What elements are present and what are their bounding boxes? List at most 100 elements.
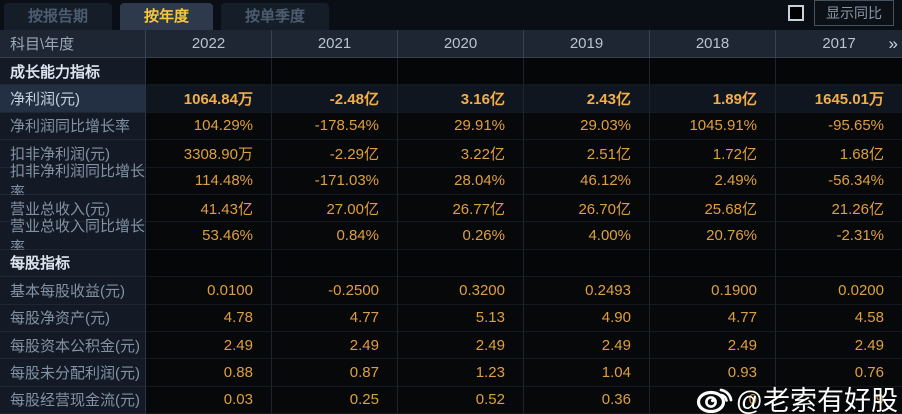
value-cell <box>650 58 776 86</box>
value-cell: 5.13 <box>398 304 524 332</box>
year-header-2020: 2020 <box>398 30 524 57</box>
value-cell: 0.76 <box>776 359 902 387</box>
value-cell: 0.84% <box>272 222 398 250</box>
table-row[interactable]: 每股资本公积金(元) 2.49 2.49 2.49 2.49 2.49 2.49 <box>0 331 902 360</box>
value-cell <box>398 249 524 278</box>
value-cell: 0.0200 <box>776 277 902 305</box>
value-cell <box>272 249 398 278</box>
value-cell: 2.51亿 <box>524 140 650 168</box>
table-row[interactable]: 营业总收入(元) 41.43亿 27.00亿 26.77亿 26.70亿 25.68亿 21… <box>0 194 902 223</box>
value-cell: 104.29% <box>146 112 272 141</box>
value-cell: 0.52 <box>398 386 524 414</box>
value-cell: 20.76% <box>650 222 776 250</box>
value-cell: 2.49 <box>524 331 650 360</box>
value-cell <box>398 58 524 86</box>
value-cell: 26.77亿 <box>398 194 524 223</box>
value-cell: -2.29亿 <box>272 140 398 168</box>
value-cell: 3308.90万 <box>146 140 272 168</box>
value-cell: 4.58 <box>776 304 902 332</box>
value-cell: 2.49 <box>398 331 524 360</box>
row-label: 每股指标 <box>0 249 146 278</box>
show-yoy-label[interactable]: 显示同比 <box>814 0 894 26</box>
table-row[interactable]: 扣非净利润同比增长率 114.48% -171.03% 28.04% 46.12% 2.4… <box>0 163 902 201</box>
value-cell: 2.49 <box>650 331 776 360</box>
value-cell: 2.49% <box>650 167 776 195</box>
row-label: 扣非净利润(元) <box>0 140 146 168</box>
weibo-icon <box>696 388 732 413</box>
value-cell <box>776 249 902 278</box>
row-label: 净利润(元) <box>0 85 146 113</box>
value-cell: 25.68亿 <box>650 194 776 223</box>
row-label: 每股经营现金流(元) <box>0 386 146 414</box>
row-label: 每股净资产(元) <box>0 304 146 332</box>
watermark: @老索有好股 <box>696 382 898 414</box>
value-cell: 1.68亿 <box>776 140 902 168</box>
value-cell: 27.00亿 <box>272 194 398 223</box>
table-row[interactable]: 每股未分配利润(元) 0.88 0.87 1.23 1.04 0.93 0.76 <box>0 359 902 387</box>
value-cell: 2.43亿 <box>524 85 650 113</box>
value-cell: -2.31% <box>776 222 902 250</box>
period-tab-bar: 按报告期 按年度 按单季度 显示同比 <box>0 0 902 30</box>
value-cell: 0.25 <box>272 386 398 414</box>
value-cell: 0.93 <box>650 359 776 387</box>
value-cell: 0.26% <box>398 222 524 250</box>
value-cell: 3.16亿 <box>398 85 524 113</box>
value-cell: 2.49 <box>146 331 272 360</box>
value-cell: 26.70亿 <box>524 194 650 223</box>
value-cell: 4.78 <box>146 304 272 332</box>
value-cell: 2.49 <box>776 331 902 360</box>
row-label: 成长能力指标 <box>0 58 146 86</box>
table-row[interactable]: 净利润(元) 1064.84万 -2.48亿 3.16亿 2.43亿 1.89亿 1645.… <box>0 85 902 113</box>
value-cell: 41.43亿 <box>146 194 272 223</box>
value-cell: -56.34% <box>776 167 902 195</box>
value-cell: -95.65% <box>776 112 902 141</box>
more-years-icon[interactable]: » <box>888 33 899 53</box>
value-cell <box>650 249 776 278</box>
value-cell: 0.2493 <box>524 277 650 305</box>
section-header-row: 每股指标 <box>0 249 902 278</box>
value-cell: 2.49 <box>272 331 398 360</box>
show-yoy-checkbox[interactable] <box>788 5 804 21</box>
value-cell: 29.91% <box>398 112 524 141</box>
value-cell: 0.03 <box>146 386 272 414</box>
table-row[interactable]: 营业总收入同比增长率 53.46% 0.84% 0.26% 4.00% 20.76% -2.… <box>0 218 902 256</box>
row-label: 净利润同比增长率 <box>0 112 146 141</box>
tab-by-year[interactable]: 按年度 <box>120 3 214 30</box>
watermark-handle: @老索有好股 <box>735 385 898 414</box>
table-body: 成长能力指标 净利润(元) 1064.84万 -2.48亿 3.16亿 2.43亿 1.89… <box>0 58 902 414</box>
table-row[interactable]: 净利润同比增长率 104.29% -178.54% 29.91% 29.03% 1045.… <box>0 112 902 141</box>
table-row[interactable]: 每股净资产(元) 4.78 4.77 5.13 4.90 4.77 4.58 <box>0 304 902 332</box>
show-yoy-control: 显示同比 <box>788 0 894 26</box>
value-cell <box>524 58 650 86</box>
value-cell: 1.89亿 <box>650 85 776 113</box>
value-cell <box>524 249 650 278</box>
tab-by-single-quarter[interactable]: 按单季度 <box>221 3 330 30</box>
value-cell: 0.36 <box>524 386 650 414</box>
row-label: 扣非净利润同比增长率 <box>0 163 146 201</box>
table-row[interactable]: 基本每股收益(元) 0.0100 -0.2500 0.3200 0.2493 0.1900… <box>0 277 902 305</box>
table-row[interactable]: 每股经营现金流(元) 0.03 0.25 0.52 0.36 0 9 <box>0 386 902 414</box>
value-cell: 0.0100 <box>146 277 272 305</box>
value-cell: -2.48亿 <box>272 85 398 113</box>
value-cell: 29.03% <box>524 112 650 141</box>
value-cell: 4.77 <box>272 304 398 332</box>
value-cell: 4.90 <box>524 304 650 332</box>
value-cell <box>272 58 398 86</box>
value-cell: 1.72亿 <box>650 140 776 168</box>
row-label: 营业总收入(元) <box>0 194 146 223</box>
tab-by-report-period[interactable]: 按报告期 <box>4 3 113 30</box>
row-label: 每股未分配利润(元) <box>0 359 146 387</box>
value-cell: 4.77 <box>650 304 776 332</box>
value-cell: 28.04% <box>398 167 524 195</box>
year-header-2019: 2019 <box>524 30 650 57</box>
corner-header-cell: 科目\年度 <box>0 30 146 57</box>
value-cell <box>146 58 272 86</box>
year-header-2022: 2022 <box>146 30 272 57</box>
value-cell: 1645.01万 <box>776 85 902 113</box>
value-cell: 1.04 <box>524 359 650 387</box>
value-cell <box>146 249 272 278</box>
table-row[interactable]: 扣非净利润(元) 3308.90万 -2.29亿 3.22亿 2.51亿 1.72亿 1.6… <box>0 140 902 168</box>
value-cell: 114.48% <box>146 167 272 195</box>
value-cell <box>776 58 902 86</box>
value-cell: 0.88 <box>146 359 272 387</box>
